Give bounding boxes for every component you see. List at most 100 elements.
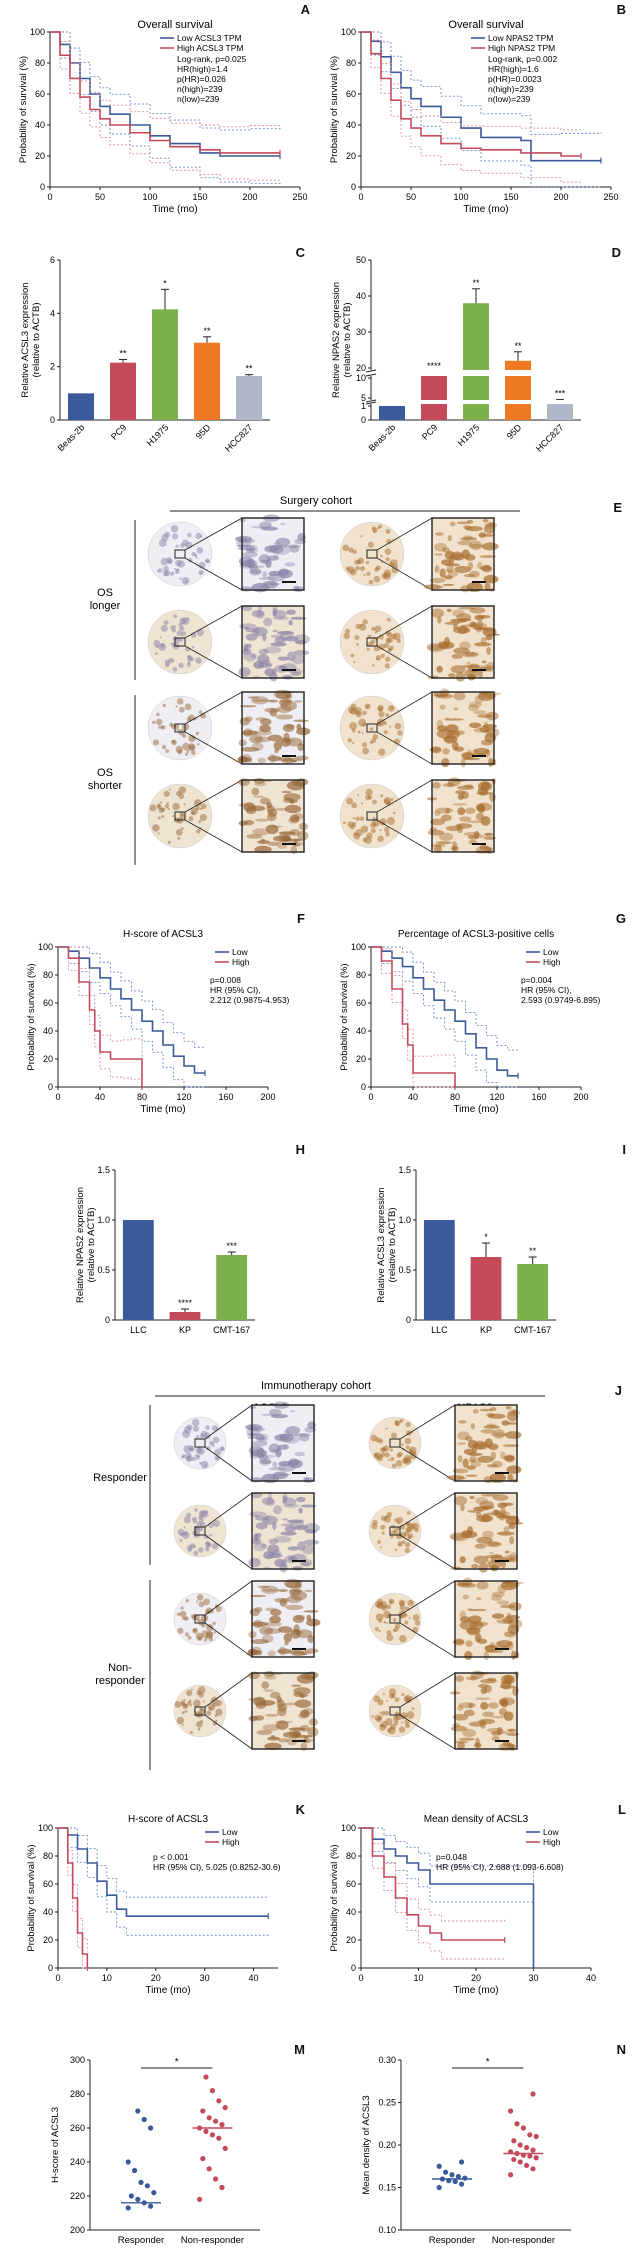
zoom-image-stain (457, 1705, 464, 1711)
zoom-image-stain (510, 1744, 516, 1752)
zoom-image-stain (289, 1589, 303, 1592)
legend-label: High (232, 957, 250, 967)
zoom-image-stain (300, 1561, 311, 1567)
y-tick-label: 1.5 (97, 1165, 110, 1175)
cohort-title: Surgery cohort (280, 495, 352, 507)
zoom-image-stain (249, 1511, 267, 1518)
zoom-image-stain (471, 1563, 479, 1569)
tissue-core-stain (385, 1427, 388, 1430)
zoom-image-stain (256, 1730, 273, 1735)
x-tick-label: 200 (573, 1092, 588, 1102)
tissue-core-stain (385, 1699, 388, 1702)
zoom-image-stain (273, 554, 278, 558)
tissue-core-stain (380, 794, 384, 798)
survival-curve-low (361, 1827, 535, 1968)
tissue-core-stain (383, 730, 388, 735)
panel-c-chart: C 0 2 4 6 Beas-2b ** PC9 * H1975 ** 95D ** HCC827 Rela… (20, 245, 306, 454)
tissue-core-stain (208, 1522, 214, 1529)
legend-label: High NPAS2 TPM (488, 43, 555, 53)
tissue-core-stain (387, 705, 395, 712)
zoom-connector (204, 1580, 253, 1616)
data-point (203, 2128, 209, 2134)
tissue-core-stain (372, 664, 375, 667)
zoom-image-stain (429, 577, 446, 583)
zoom-image-stain (451, 653, 464, 659)
data-point (209, 2088, 215, 2094)
tissue-core-stain (196, 1720, 203, 1728)
ci-band-upper (58, 946, 143, 1066)
tissue-core-stain (198, 569, 204, 576)
zoom-connector (376, 517, 433, 551)
significance-label: * (175, 2057, 179, 2068)
zoom-connector (399, 1492, 456, 1528)
tissue-core-stain (384, 663, 390, 669)
zoom-image-stain (249, 1608, 261, 1617)
x-tick-label: Responder (118, 2235, 164, 2246)
zoom-image-stain (258, 648, 269, 655)
tissue-core-stain (384, 548, 392, 555)
zoom-image-stain (440, 814, 452, 822)
zoom-image-stain (259, 724, 271, 733)
data-point (455, 2173, 461, 2180)
y-tick-label: 0 (361, 415, 366, 425)
zoom-image-stain (277, 1626, 293, 1633)
zoom-image-stain (443, 575, 453, 580)
zoom-image-stain (463, 535, 473, 540)
zoom-image-stain (478, 615, 491, 619)
tissue-core-stain (168, 560, 172, 565)
bar-beas-2b (378, 406, 406, 420)
zoom-image-stain (478, 532, 487, 538)
tissue-core-stain (196, 1454, 200, 1458)
zoom-image-stain (476, 791, 493, 795)
zoom-image-stain (238, 538, 256, 544)
tissue-core-stain (171, 642, 176, 647)
tissue-core-stain (186, 662, 191, 667)
zoom-image-stain (478, 692, 489, 695)
zoom-image-stain (257, 757, 266, 764)
y-tick-label: 0.5 (398, 1265, 411, 1275)
y-tick-label: 40 (43, 1907, 53, 1917)
zoom-image-stain (453, 707, 459, 711)
x-tick-label: 20 (151, 1973, 161, 1983)
zoom-image-stain (286, 609, 296, 615)
tissue-core-stain (209, 1533, 212, 1537)
zoom-image-stain (261, 1497, 275, 1505)
zoom-image-stain (268, 1443, 281, 1454)
tissue-core-stain (379, 829, 382, 832)
tissue-core-stain (187, 1547, 192, 1553)
tissue-core-stain (379, 1711, 382, 1714)
panel-letter: M (294, 2042, 305, 2057)
zoom-box (174, 637, 186, 647)
zoom-image-stain (277, 757, 294, 762)
ci-band-upper (361, 1827, 506, 1922)
tissue-core-stain (371, 1715, 374, 1718)
zoom-image-stain (276, 630, 294, 635)
zoom-image-stain (251, 526, 265, 529)
y-tick-label: 280 (70, 2089, 85, 2099)
x-tick-label: 40 (408, 1092, 418, 1102)
zoom-image-stain (466, 1465, 476, 1470)
zoom-image-stain (253, 660, 265, 669)
y-tick-label: 20 (346, 151, 356, 161)
data-point (213, 2176, 219, 2182)
zoom-image-stain (269, 1408, 282, 1417)
tissue-core-stain (352, 817, 355, 820)
zoom-image-stain (469, 722, 482, 729)
tissue-core-stain (405, 1606, 410, 1611)
bar-llc (423, 1220, 455, 1320)
zoom-connector (376, 819, 433, 853)
zoom-image-stain (245, 1424, 263, 1431)
y-tick-label: 60 (356, 998, 366, 1008)
y-tick-label: 1.0 (398, 1215, 411, 1225)
legend-label: High (222, 1837, 240, 1847)
zoom-image-stain (446, 565, 454, 573)
zoom-image-stain (455, 823, 473, 829)
x-tick-label: HCC827 (534, 422, 565, 453)
tissue-core-stain (171, 533, 179, 540)
bar-cmt-167 (517, 1264, 549, 1320)
zoom-image-stain (264, 1675, 277, 1680)
zoom-image-stain (251, 1621, 269, 1627)
tissue-core-stain (366, 647, 370, 651)
zoom-image-stain (280, 522, 286, 525)
survival-curve-low (58, 946, 205, 1074)
